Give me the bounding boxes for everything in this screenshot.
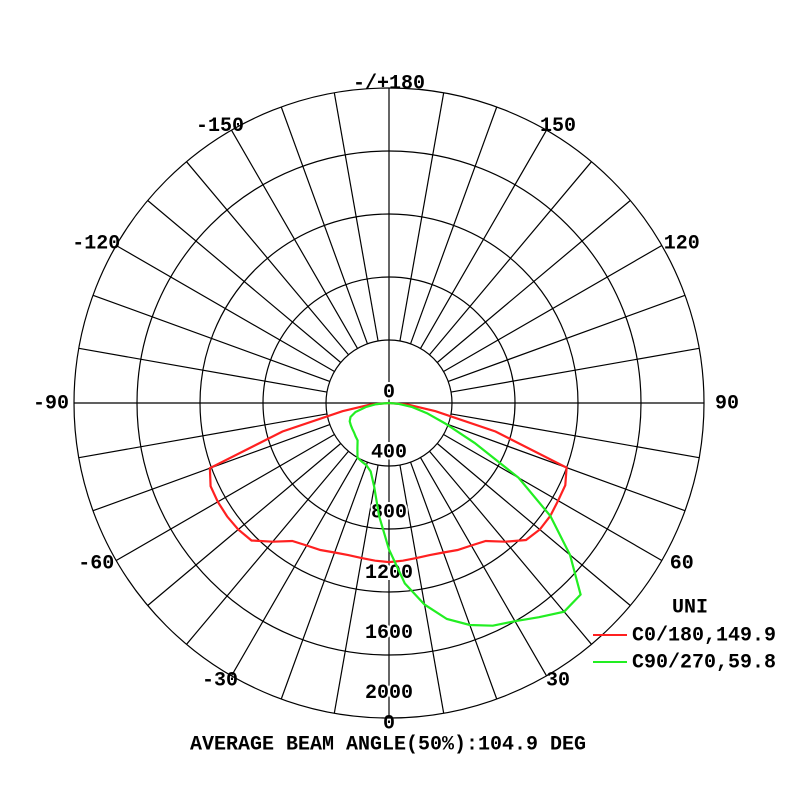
legend-title: UNI	[672, 596, 708, 619]
theta-tick-label: 30	[546, 669, 570, 692]
grid-ring	[199, 213, 579, 593]
series-line	[208, 401, 568, 564]
theta-tick-label: -120	[72, 232, 120, 255]
legend-label: C90/270,59.8	[632, 651, 776, 674]
theta-tick-label: 60	[670, 552, 694, 575]
theta-tick-label: 120	[664, 232, 700, 255]
r-tick-label: 2000	[365, 682, 413, 705]
grid-ring	[136, 150, 642, 656]
theta-tick-label: 150	[540, 115, 576, 138]
r-tick-label: 800	[371, 502, 407, 525]
theta-tick-label: 0	[383, 712, 395, 735]
grid-ring	[262, 276, 516, 530]
theta-tick-label: -/+180	[353, 72, 425, 95]
theta-tick-label: -30	[202, 669, 238, 692]
r-tick-label: 1200	[365, 562, 413, 585]
series-line	[348, 401, 582, 627]
legend-label: C0/180,149.9	[632, 624, 776, 647]
r-tick-label: 400	[371, 441, 407, 464]
r-tick-label: 1600	[365, 622, 413, 645]
r-tick-label: 0	[383, 381, 395, 404]
theta-tick-label: 90	[715, 392, 739, 415]
theta-tick-label: -150	[196, 115, 244, 138]
theta-tick-label: -60	[78, 552, 114, 575]
footer: AVERAGE BEAM ANGLE(50%):104.9 DEG	[190, 733, 586, 756]
grid-ring	[73, 87, 705, 719]
theta-tick-label: -90	[33, 392, 69, 415]
grid-ring	[325, 339, 453, 467]
